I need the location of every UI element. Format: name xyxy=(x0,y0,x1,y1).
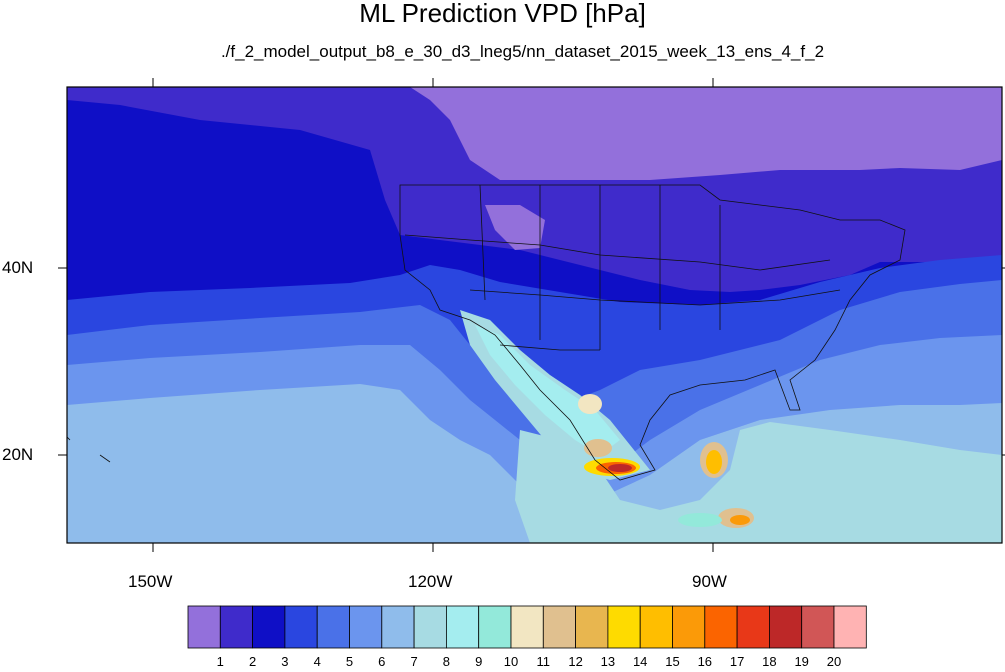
colorbar-swatch-3 xyxy=(284,605,318,649)
colorbar-label: 1 xyxy=(216,654,224,669)
colorbar-label: 3 xyxy=(281,654,289,669)
colorbar-swatch-13 xyxy=(607,605,641,649)
colorbar-label: 2 xyxy=(248,654,257,669)
colorbar-label: 7 xyxy=(410,654,418,669)
figure-subtitle: ./f_2_model_output_b8_e_30_d3_lneg5/nn_d… xyxy=(220,42,825,61)
colorbar-label: 9 xyxy=(475,654,483,669)
colorbar-label: 8 xyxy=(442,654,450,669)
colorbar-label: 16 xyxy=(697,654,713,669)
colorbar-swatch-17 xyxy=(736,605,770,649)
lat-label-20n: 20N xyxy=(2,445,34,464)
colorbar-swatch-9 xyxy=(478,605,512,649)
colorbar-label: 18 xyxy=(762,654,777,669)
colorbar-label: 14 xyxy=(632,654,648,669)
colorbar-swatch-16 xyxy=(704,605,738,649)
colorbar-label: 20 xyxy=(826,654,842,669)
colorbar-swatch-14 xyxy=(639,605,673,649)
map-frame xyxy=(66,86,1003,544)
colorbar-label: 13 xyxy=(600,654,616,669)
figure-title: ML Prediction VPD [hPa] xyxy=(359,0,646,28)
colorbar-swatch-18 xyxy=(769,605,803,649)
colorbar-swatch-6 xyxy=(381,605,415,649)
colorbar-swatch-10 xyxy=(510,605,544,649)
tick-marks xyxy=(58,78,1005,552)
lon-label-120w: 120W xyxy=(408,572,453,591)
colorbar-swatch-4 xyxy=(316,605,350,649)
colorbar-label: 11 xyxy=(536,654,551,669)
colorbar-swatch-15 xyxy=(672,605,706,649)
colorbar-label: 10 xyxy=(503,654,519,669)
colorbar-label: 12 xyxy=(568,654,583,669)
colorbar-label: 4 xyxy=(313,654,321,669)
colorbar-swatch-1 xyxy=(219,605,254,649)
colorbar-swatch-2 xyxy=(252,605,286,649)
lon-label-90w: 90W xyxy=(692,572,727,591)
colorbar-swatch-0 xyxy=(187,605,221,649)
colorbar-swatch-5 xyxy=(349,605,383,649)
colorbar-swatch-7 xyxy=(413,605,447,649)
colorbar-swatch-20 xyxy=(833,605,867,649)
colorbar-label: 19 xyxy=(794,654,809,669)
colorbar-swatch-19 xyxy=(801,605,835,649)
colorbar-label: 6 xyxy=(378,654,386,669)
colorbar xyxy=(187,605,867,649)
colorbar-label: 5 xyxy=(345,654,354,669)
vpd-contour-field xyxy=(67,87,1002,543)
colorbar-swatch-8 xyxy=(445,605,480,649)
colorbar-label: 15 xyxy=(665,654,680,669)
lat-label-40n: 40N xyxy=(2,258,34,277)
colorbar-swatch-12 xyxy=(575,605,609,649)
colorbar-label: 17 xyxy=(729,654,745,669)
colorbar-swatch-11 xyxy=(542,605,576,649)
lon-label-150w: 150W xyxy=(128,572,173,591)
